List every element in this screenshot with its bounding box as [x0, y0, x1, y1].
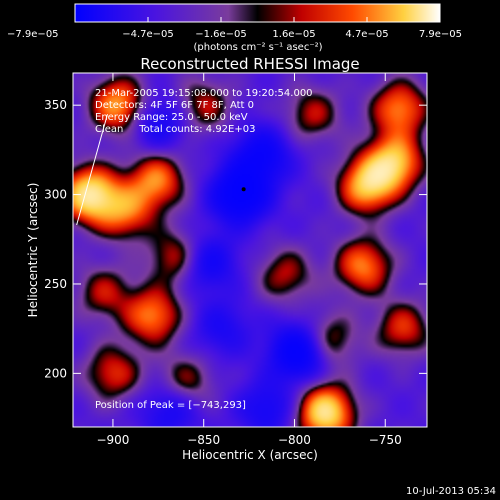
colorbar: −7.9e−05 −4.7e−05 −1.6e−05 1.6e−05 4.7e−05 7.… — [7, 3, 462, 53]
colorbar-gradient — [74, 3, 441, 23]
colorbar-tick-label: −4.7e−05 — [122, 29, 174, 40]
colorbar-tick-label: 1.6e−05 — [272, 29, 315, 40]
colorbar-tick-label: 4.7e−05 — [345, 29, 388, 40]
plot-frame — [72, 72, 428, 428]
peak-marker — [241, 187, 246, 192]
x-tick-label: −850 — [187, 433, 220, 447]
y-tick-label: 300 — [44, 188, 67, 202]
info-text: 21-Mar-2005 19:15:08.000 to 19:20:54.000… — [95, 88, 313, 411]
colorbar-tick-label: −1.6e−05 — [195, 29, 247, 40]
chart-title: Reconstructed RHESSI Image — [140, 55, 359, 73]
colorbar-tick-label: −7.9e−05 — [7, 29, 59, 40]
colorbar-tick-label: 7.9e−05 — [419, 29, 462, 40]
peak-position-label: Position of Peak = [−743,293] — [95, 400, 246, 411]
x-axis-label: Heliocentric X (arcsec) — [182, 448, 318, 462]
info-clean-counts: Clean Total counts: 4.92E+03 — [95, 124, 255, 135]
axis-ticks: −900 −850 −800 −750 200 250 300 350 — [44, 73, 427, 447]
y-tick-label: 200 — [44, 366, 67, 380]
x-tick-label: −800 — [278, 433, 311, 447]
heatmap-image — [73, 73, 427, 427]
info-time-range: 21-Mar-2005 19:15:08.000 to 19:20:54.000 — [95, 88, 313, 99]
colorbar-unit-label: (photons cm⁻² s⁻¹ asec⁻²) — [193, 42, 322, 53]
y-tick-label: 250 — [44, 277, 67, 291]
y-tick-label: 350 — [44, 98, 67, 112]
plot-area: −900 −850 −800 −750 200 250 300 350 — [44, 72, 428, 447]
info-detectors: Detectors: 4F 5F 6F 7F 8F, Att 0 — [95, 100, 254, 111]
x-tick-label: −900 — [96, 433, 129, 447]
x-tick-label: −750 — [369, 433, 402, 447]
footer-date: 10-Jul-2013 05:34 — [406, 486, 496, 497]
colorbar-ticks: −7.9e−05 −4.7e−05 −1.6e−05 1.6e−05 4.7e−05 7.… — [7, 17, 462, 40]
limb-line — [76, 113, 108, 226]
info-energy-range: Energy Range: 25.0 - 50.0 keV — [95, 112, 248, 123]
y-axis-label: Heliocentric Y (arcsec) — [26, 183, 40, 318]
